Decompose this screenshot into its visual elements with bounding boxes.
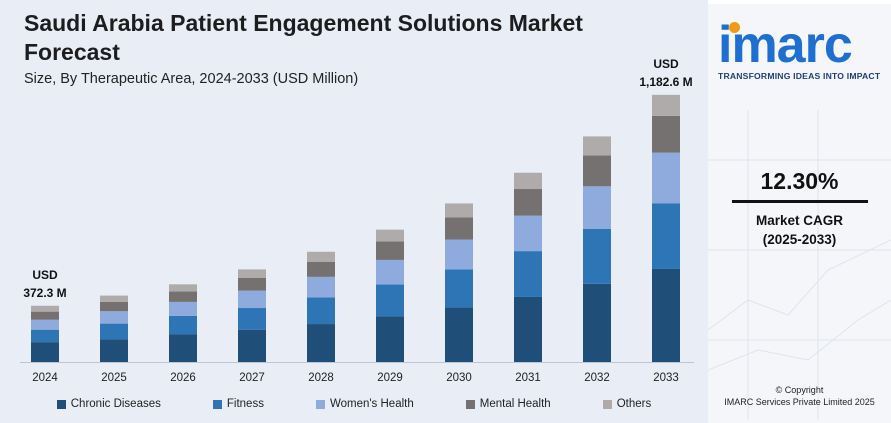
bar-segment-others-2027 <box>238 269 266 278</box>
sidebar-panel: imarc TRANSFORMING IDEAS INTO IMPACT 12.… <box>708 0 891 423</box>
legend-item-womens: Women's Health <box>315 396 414 412</box>
total-data-label: USD <box>32 268 58 282</box>
bar-segment-chronic-2026 <box>169 334 197 362</box>
cagr-label: Market CAGR (2025-2033) <box>708 211 891 249</box>
cagr-label-line2: (2025-2033) <box>762 232 837 247</box>
bar-segment-mental-2027 <box>238 277 266 291</box>
bar-segment-womens-2033 <box>652 152 680 204</box>
bar-segment-womens-2032 <box>583 186 611 229</box>
bar-segment-others-2029 <box>376 229 404 242</box>
bar-segment-others-2031 <box>514 172 542 190</box>
bar-segment-chronic-2029 <box>376 316 404 362</box>
legend-item-others: Others <box>602 396 652 412</box>
x-tick-label: 2025 <box>101 372 127 384</box>
bar-segment-mental-2031 <box>514 189 542 216</box>
x-tick-label: 2024 <box>32 372 58 384</box>
bar-segment-mental-2032 <box>583 155 611 187</box>
bar-segment-womens-2028 <box>307 276 335 298</box>
chart-subtitle: Size, By Therapeutic Area, 2024-2033 (US… <box>24 71 359 87</box>
legend-label: Mental Health <box>479 398 551 410</box>
legend-swatch <box>212 399 222 409</box>
bar-segment-mental-2029 <box>376 241 404 260</box>
bar-segment-others-2026 <box>169 284 197 292</box>
bar-segment-womens-2024 <box>31 319 59 330</box>
x-tick-label: 2030 <box>446 372 472 384</box>
legend-swatch <box>465 399 475 409</box>
bar-segment-womens-2031 <box>514 215 542 252</box>
imarc-logo: imarc TRANSFORMING IDEAS INTO IMPACT <box>718 16 888 81</box>
legend-swatch <box>56 399 66 409</box>
cagr-label-line1: Market CAGR <box>755 213 844 228</box>
bar-segment-mental-2024 <box>31 311 59 320</box>
bar-segment-fitness-2032 <box>583 228 611 284</box>
bar-segment-womens-2026 <box>169 301 197 316</box>
bar-segment-fitness-2030 <box>445 269 473 308</box>
bar-segment-chronic-2030 <box>445 307 473 362</box>
legend-label: Chronic Diseases <box>70 398 161 410</box>
logo-dot-icon <box>729 22 740 33</box>
total-data-label: 372.3 M <box>23 286 66 300</box>
bar-segment-others-2028 <box>307 251 335 262</box>
bar-segment-mental-2025 <box>100 301 128 312</box>
bar-segment-fitness-2027 <box>238 308 266 330</box>
cagr-divider <box>732 200 868 203</box>
bar-segment-fitness-2031 <box>514 251 542 297</box>
legend-swatch <box>315 399 325 409</box>
legend-label: Women's Health <box>329 398 414 410</box>
total-data-label: USD <box>653 57 679 71</box>
bar-segment-others-2033 <box>652 94 680 116</box>
x-tick-label: 2032 <box>584 372 610 384</box>
logo-wordmark: imarc <box>718 16 853 74</box>
chart-legend: Chronic Diseases Fitness Women's Health Men… <box>0 396 708 412</box>
bar-segment-chronic-2027 <box>238 329 266 362</box>
legend-item-chronic: Chronic Diseases <box>56 396 161 412</box>
bar-segment-fitness-2026 <box>169 315 197 335</box>
bar-segment-chronic-2025 <box>100 339 128 362</box>
bar-segment-mental-2026 <box>169 291 197 302</box>
legend-swatch <box>602 399 612 409</box>
bar-segment-chronic-2031 <box>514 296 542 362</box>
bar-segment-chronic-2024 <box>31 342 59 362</box>
x-tick-label: 2029 <box>377 372 403 384</box>
bar-segment-fitness-2024 <box>31 329 59 343</box>
background-decoration <box>708 0 891 420</box>
legend-label: Fitness <box>226 398 264 410</box>
bar-segment-mental-2033 <box>652 115 680 153</box>
x-tick-label: 2033 <box>653 372 679 384</box>
stacked-bar-chart: 2024 USD 372.3 M 2025 2026 2027 2028 2029 2030 20… <box>20 57 694 384</box>
x-tick-label: 2027 <box>239 372 265 384</box>
bar-segment-fitness-2029 <box>376 284 404 317</box>
copyright-line1: © Copyright <box>775 385 824 395</box>
copyright-line2: IMARC Services Private Limited 2025 <box>724 397 875 407</box>
bar-segment-womens-2030 <box>445 239 473 270</box>
bar-segment-others-2030 <box>445 203 473 218</box>
bar-segment-womens-2027 <box>238 290 266 309</box>
copyright-notice: © Copyright IMARC Services Private Limit… <box>708 384 891 408</box>
bar-segment-fitness-2028 <box>307 297 335 325</box>
x-tick-label: 2031 <box>515 372 541 384</box>
bar-segment-fitness-2025 <box>100 323 128 340</box>
legend-item-mental: Mental Health <box>465 396 551 412</box>
x-tick-label: 2028 <box>308 372 334 384</box>
bar-segment-chronic-2028 <box>307 324 335 362</box>
bar-segment-others-2032 <box>583 136 611 156</box>
legend-label: Others <box>616 398 652 410</box>
bar-segment-chronic-2033 <box>652 268 680 362</box>
bar-segment-mental-2028 <box>307 261 335 277</box>
total-data-label: 1,182.6 M <box>639 75 692 89</box>
bar-segment-mental-2030 <box>445 217 473 240</box>
bar-segment-chronic-2032 <box>583 283 611 362</box>
bar-segment-others-2025 <box>100 295 128 302</box>
page-title: Saudi Arabia Patient Engagement Solution… <box>24 10 583 65</box>
bar-segment-fitness-2033 <box>652 203 680 269</box>
logo-tagline: TRANSFORMING IDEAS INTO IMPACT <box>718 71 881 81</box>
cagr-value: 12.30% <box>760 168 839 194</box>
bar-segment-womens-2025 <box>100 311 128 324</box>
bar-segment-others-2024 <box>31 305 59 312</box>
chart-panel: Saudi Arabia Patient Engagement Solution… <box>0 0 708 423</box>
x-tick-label: 2026 <box>170 372 196 384</box>
legend-item-fitness: Fitness <box>212 396 264 412</box>
bar-segment-womens-2029 <box>376 259 404 285</box>
